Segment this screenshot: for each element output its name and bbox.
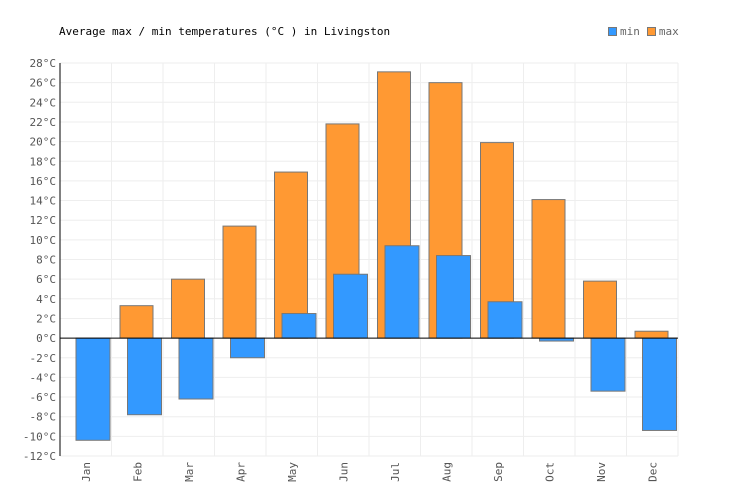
x-tick-label: Mar xyxy=(183,462,196,482)
y-tick-label: -12°C xyxy=(23,450,56,463)
y-tick-label: -4°C xyxy=(30,371,57,384)
y-tick-label: -6°C xyxy=(30,391,57,404)
y-tick-label: 18°C xyxy=(30,155,57,168)
y-tick-label: 2°C xyxy=(36,312,56,325)
bar-min xyxy=(487,301,523,339)
x-tick-label: Jan xyxy=(80,462,93,482)
bar-min xyxy=(384,245,420,339)
bar-max xyxy=(634,330,669,339)
y-tick-label: -8°C xyxy=(30,411,57,424)
y-tick-label: 10°C xyxy=(30,234,57,247)
legend-label-min: min xyxy=(620,25,640,38)
legend-label-max: max xyxy=(658,25,679,38)
legend: min max xyxy=(608,25,679,38)
y-tick-label: -2°C xyxy=(30,352,57,365)
x-tick-label: Nov xyxy=(595,462,608,482)
bar-min xyxy=(127,337,162,416)
bar-min xyxy=(75,337,111,441)
bar-max xyxy=(274,171,308,339)
y-tick-label: 26°C xyxy=(30,77,57,90)
y-tick-label: 0°C xyxy=(36,332,56,345)
legend-swatch-min xyxy=(608,27,617,36)
y-tick-label: 12°C xyxy=(30,214,57,227)
bar-max xyxy=(583,280,617,339)
bar-max xyxy=(222,225,257,339)
x-tick-label: Oct xyxy=(543,462,556,482)
y-tick-label: 8°C xyxy=(36,254,56,267)
y-tick-label: -10°C xyxy=(23,430,56,443)
y-tick-label: 4°C xyxy=(36,293,56,306)
y-tick-label: 16°C xyxy=(30,175,57,188)
bar-max xyxy=(171,278,205,339)
bar-max xyxy=(119,305,154,339)
y-tick-label: 22°C xyxy=(30,116,57,129)
x-tick-label: Jun xyxy=(337,462,350,482)
bar-min xyxy=(281,313,317,339)
y-tick-label: 14°C xyxy=(30,195,57,208)
y-tick-label: 28°C xyxy=(30,57,57,70)
chart-title: Average max / min temperatures (°C ) in … xyxy=(59,25,391,38)
x-tick-label: Jul xyxy=(389,462,402,482)
x-tick-label: Dec xyxy=(646,462,659,482)
bar-min xyxy=(590,337,626,392)
x-tick-label: May xyxy=(286,462,299,482)
bar-max xyxy=(531,199,566,339)
y-tick-label: 20°C xyxy=(30,136,57,149)
bar-min xyxy=(230,337,265,359)
legend-swatch-max xyxy=(646,27,656,36)
x-tick-label: Aug xyxy=(440,462,453,482)
y-tick-label: 6°C xyxy=(36,273,56,286)
y-tick-label: 24°C xyxy=(30,96,57,109)
x-tick-label: Sep xyxy=(492,462,505,482)
bar-min xyxy=(178,337,214,400)
x-tick-label: Feb xyxy=(131,462,144,482)
bar-min xyxy=(436,255,471,339)
bar-min xyxy=(642,337,677,431)
bar-min xyxy=(333,273,368,339)
x-tick-label: Apr xyxy=(234,462,247,482)
